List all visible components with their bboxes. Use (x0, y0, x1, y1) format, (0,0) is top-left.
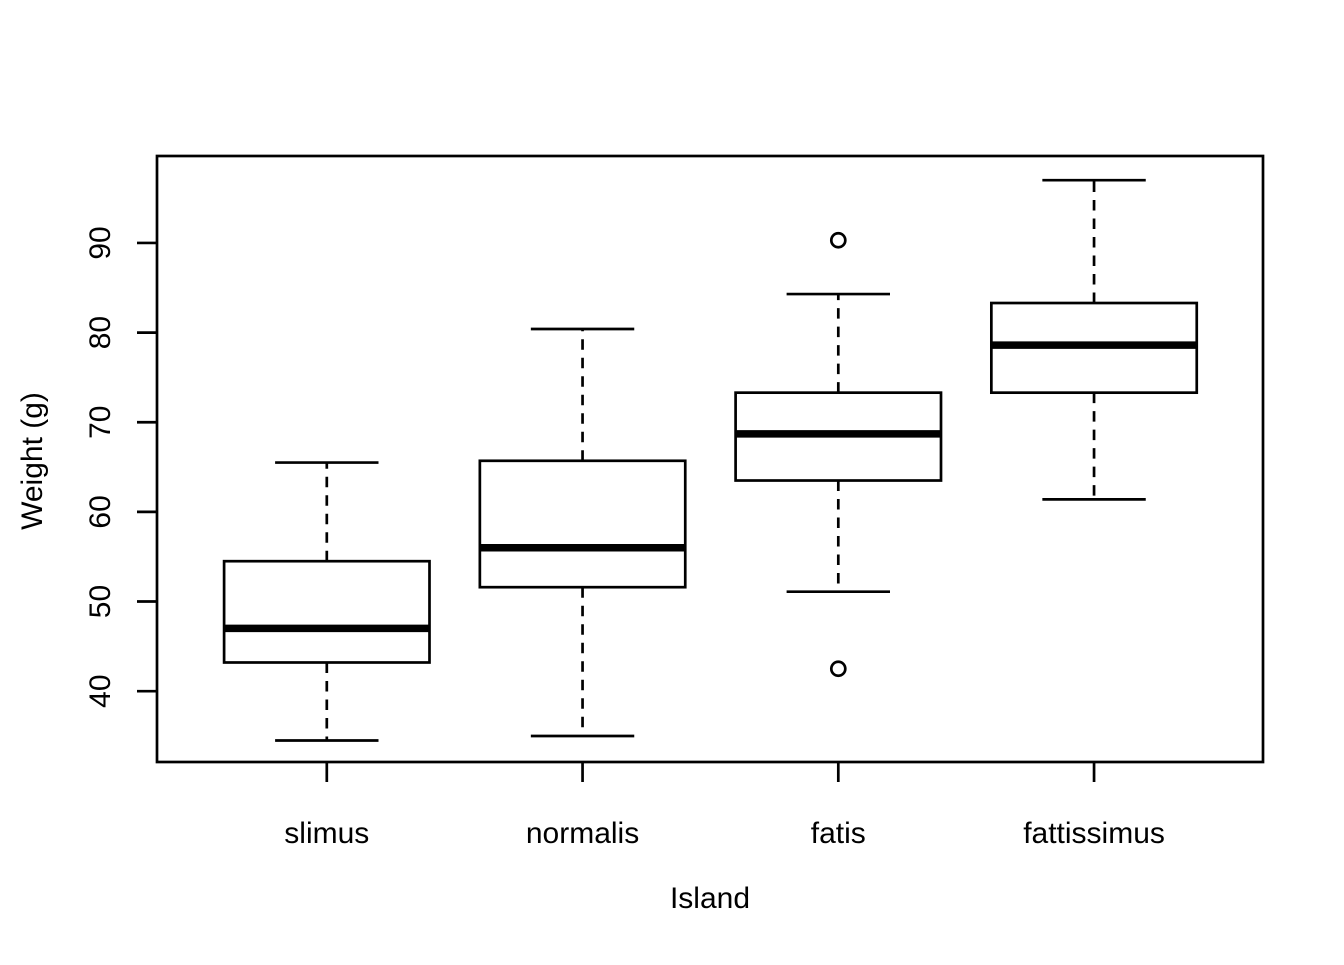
plot-border (155, 154, 1265, 764)
y-tick-label: 50 (84, 585, 117, 618)
y-tick-label: 90 (84, 226, 117, 259)
x-tick-label: normalis (526, 817, 639, 850)
outlier-point (829, 660, 847, 678)
box-group-fatis (734, 231, 943, 678)
x-tick-label: fattissimus (1023, 817, 1165, 850)
x-axis-title: Island (670, 882, 750, 915)
y-tick-label: 40 (84, 674, 117, 707)
y-tick-label: 80 (84, 316, 117, 349)
iqr-box (222, 559, 431, 664)
box-group-normalis (478, 327, 687, 738)
x-tick-label: slimus (284, 817, 369, 850)
box-group-fattissimus (989, 178, 1199, 501)
x-tick-label: fatis (811, 817, 866, 850)
y-tick-label: 60 (84, 495, 117, 528)
iqr-box (478, 459, 687, 589)
box-group-slimus (222, 461, 431, 742)
y-axis-title: Weight (g) (16, 392, 49, 530)
outlier-point (829, 231, 847, 249)
y-tick-label: 70 (84, 406, 117, 439)
